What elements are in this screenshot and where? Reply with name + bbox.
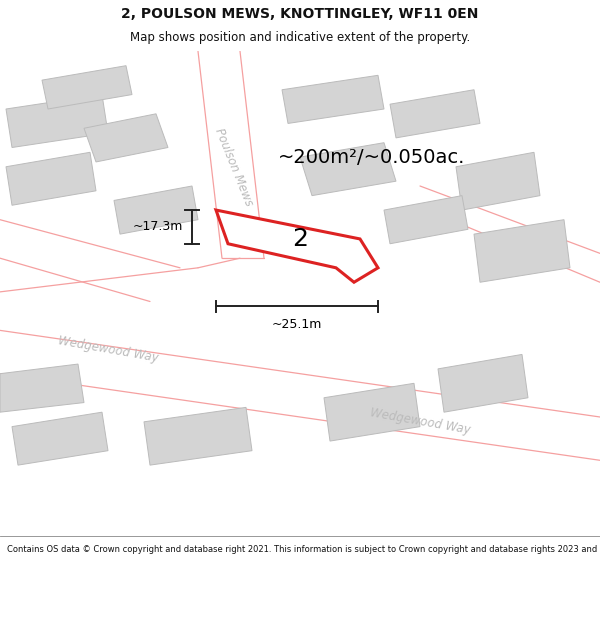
Polygon shape — [84, 114, 168, 162]
Text: Wedgewood Way: Wedgewood Way — [369, 407, 471, 437]
Polygon shape — [474, 219, 570, 282]
Text: ~17.3m: ~17.3m — [133, 221, 183, 233]
Polygon shape — [216, 210, 378, 282]
Polygon shape — [42, 66, 132, 109]
Polygon shape — [390, 90, 480, 138]
Text: Map shows position and indicative extent of the property.: Map shows position and indicative extent… — [130, 31, 470, 44]
Polygon shape — [456, 152, 540, 210]
Polygon shape — [438, 354, 528, 412]
Polygon shape — [282, 75, 384, 124]
Polygon shape — [0, 364, 84, 413]
Polygon shape — [114, 186, 198, 234]
Text: Wedgewood Way: Wedgewood Way — [57, 334, 159, 365]
Polygon shape — [144, 408, 252, 465]
Text: ~200m²/~0.050ac.: ~200m²/~0.050ac. — [278, 148, 466, 167]
Polygon shape — [6, 152, 96, 205]
Polygon shape — [384, 196, 468, 244]
Text: Contains OS data © Crown copyright and database right 2021. This information is : Contains OS data © Crown copyright and d… — [7, 544, 600, 554]
Text: ~25.1m: ~25.1m — [272, 318, 322, 331]
Polygon shape — [12, 412, 108, 465]
Text: Poulson Mews: Poulson Mews — [212, 126, 256, 208]
Text: 2: 2 — [292, 227, 308, 251]
Polygon shape — [6, 94, 108, 148]
Polygon shape — [300, 142, 396, 196]
Polygon shape — [324, 383, 420, 441]
Text: 2, POULSON MEWS, KNOTTINGLEY, WF11 0EN: 2, POULSON MEWS, KNOTTINGLEY, WF11 0EN — [121, 8, 479, 21]
